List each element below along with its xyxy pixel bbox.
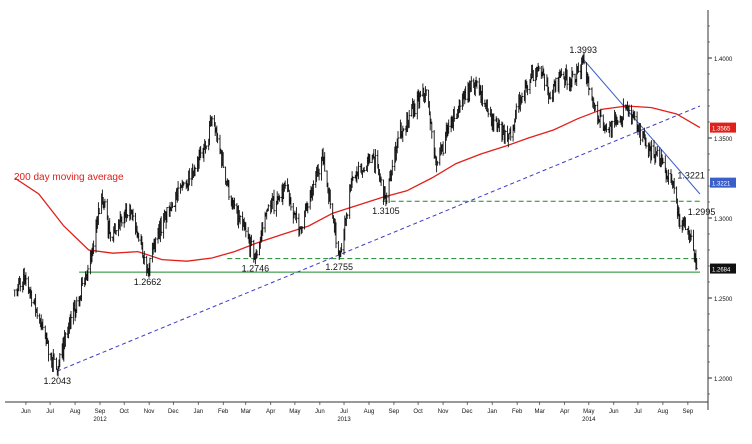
moving-average-line: [14, 105, 701, 262]
x-tick-label: Oct: [120, 409, 130, 415]
price-annotation: 1.2755: [325, 262, 353, 272]
price-bars: [13, 52, 698, 377]
x-year-label: 2014: [582, 417, 596, 423]
price-annotation: 1.2746: [242, 264, 270, 274]
x-tick-label: Jun: [315, 409, 325, 415]
support-trendline: [57, 105, 701, 372]
price-annotation: 1.3221: [677, 171, 705, 181]
price-flag: [710, 177, 736, 188]
x-tick-label: Sep: [683, 409, 694, 415]
x-tick-label: Aug: [70, 409, 81, 415]
price-flag: [710, 263, 736, 274]
x-tick-label: Mar: [241, 409, 251, 415]
x-tick-label: Feb: [218, 409, 229, 415]
x-tick-label: Oct: [413, 409, 423, 415]
y-tick-label: 1.2500: [714, 297, 733, 303]
x-year-label: 2013: [337, 417, 351, 423]
x-tick-label: Mar: [535, 409, 545, 415]
x-tick-label: Jul: [46, 409, 54, 415]
x-tick-label: Feb: [512, 409, 523, 415]
price-annotation: 1.2662: [134, 277, 162, 287]
price-annotation: 1.2995: [688, 207, 716, 217]
x-tick-label: Jul: [634, 409, 642, 415]
x-tick-label: Apr: [266, 409, 275, 415]
price-flag-label: 1.3565: [712, 127, 731, 133]
x-tick-label: Jun: [21, 409, 31, 415]
x-tick-label: Jun: [609, 409, 619, 415]
price-annotation: 1.2043: [44, 376, 72, 386]
price-flag-label: 1.3221: [712, 182, 731, 188]
x-tick-label: Aug: [658, 409, 669, 415]
x-year-label: 2012: [93, 417, 107, 423]
price-flag-label: 1.2684: [712, 268, 731, 274]
x-tick-label: May: [289, 409, 300, 415]
x-tick-label: Aug: [364, 409, 375, 415]
price-annotation: 1.3105: [372, 206, 400, 216]
x-tick-label: Nov: [144, 409, 155, 415]
x-tick-label: Nov: [438, 409, 449, 415]
y-tick-label: 1.4000: [714, 57, 733, 63]
y-tick-label: 1.3000: [714, 217, 733, 223]
x-tick-label: Dec: [462, 409, 473, 415]
x-tick-label: Jul: [340, 409, 348, 415]
resistance-trendline: [582, 58, 701, 195]
x-tick-label: May: [583, 409, 594, 415]
y-tick-label: 1.3500: [714, 137, 733, 143]
x-tick-label: Jan: [487, 409, 497, 415]
x-tick-label: Jan: [193, 409, 203, 415]
y-tick-label: 1.2000: [714, 377, 733, 383]
moving-average-label: 200 day moving average: [14, 172, 124, 183]
price-annotation: 1.3993: [569, 45, 597, 55]
x-tick-label: Apr: [560, 409, 569, 415]
price-flag: [710, 122, 736, 133]
x-tick-label: Dec: [168, 409, 179, 415]
x-tick-label: Sep: [95, 409, 106, 415]
x-tick-label: Sep: [389, 409, 400, 415]
